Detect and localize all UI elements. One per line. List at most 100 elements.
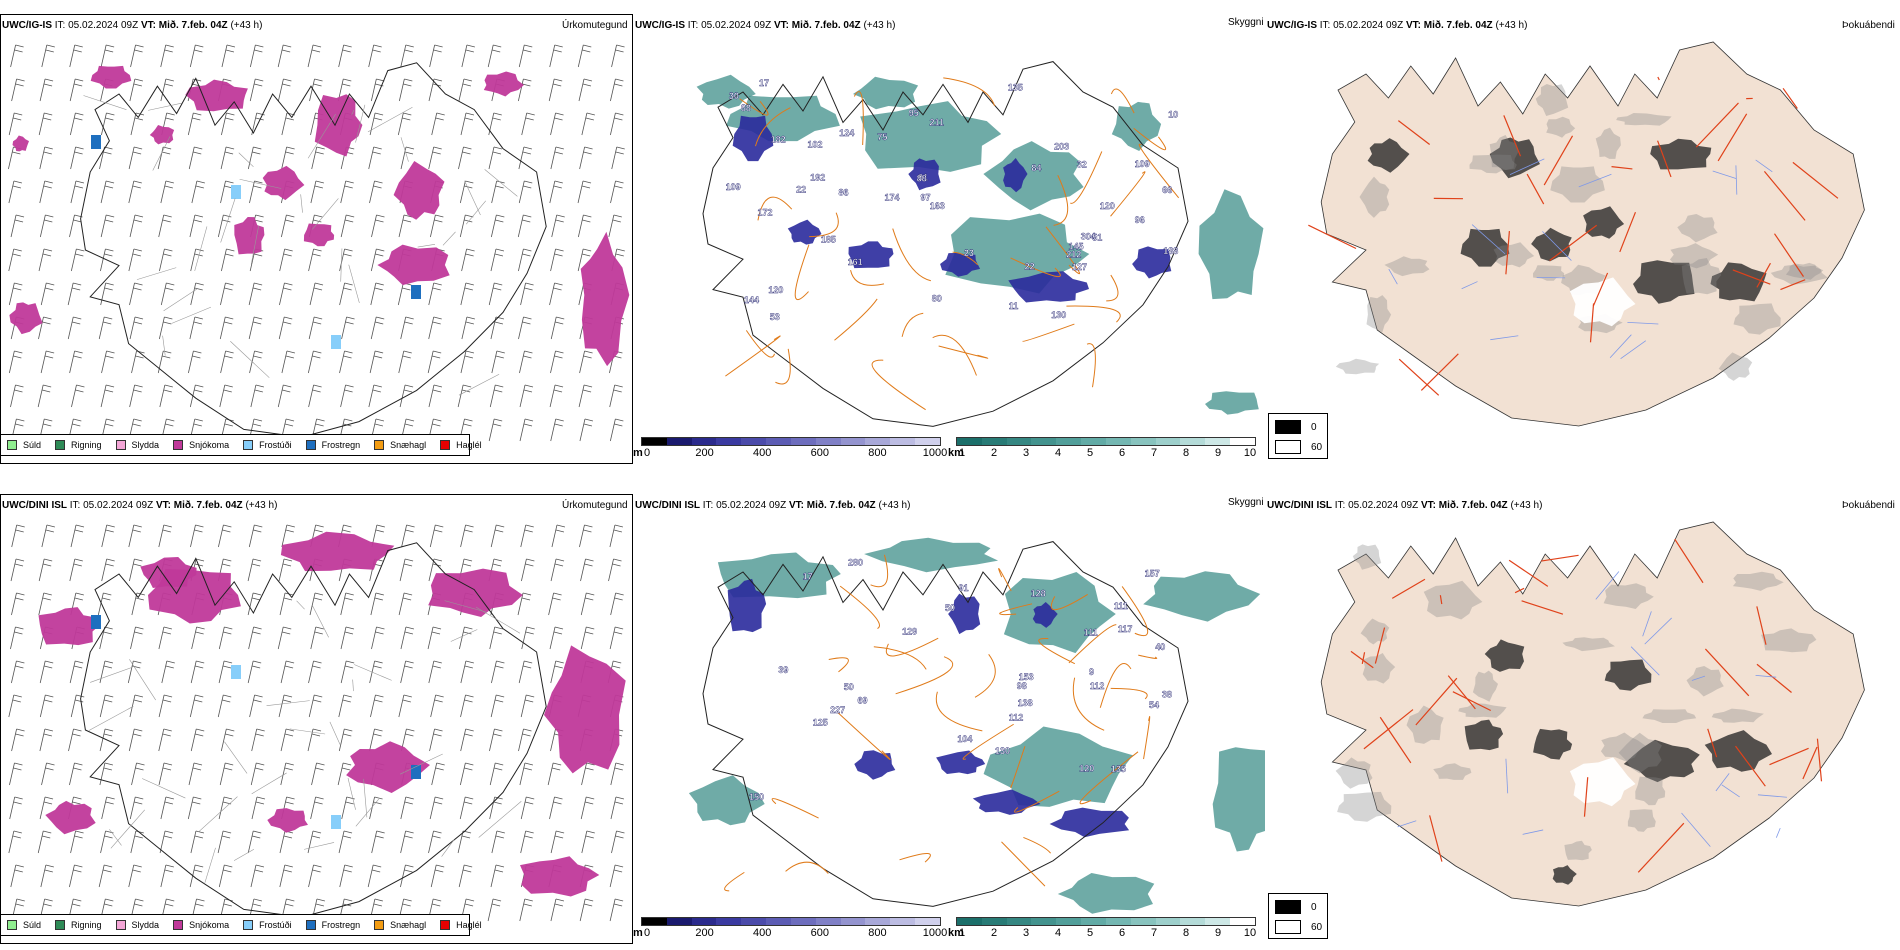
wind-barb bbox=[131, 350, 145, 374]
road bbox=[899, 853, 931, 863]
legend-item: Snjókoma bbox=[173, 920, 229, 930]
wind-barb bbox=[99, 660, 114, 684]
wind-barb bbox=[128, 180, 142, 204]
wind-barb bbox=[11, 524, 25, 548]
road-line bbox=[484, 169, 518, 197]
colorbar-cell bbox=[790, 918, 816, 925]
road bbox=[1010, 257, 1061, 278]
wind-barb bbox=[40, 282, 55, 306]
wind-barb bbox=[68, 728, 82, 752]
wind-barb bbox=[371, 626, 385, 650]
wind-barb bbox=[129, 316, 144, 340]
snow-area bbox=[38, 607, 100, 646]
wind-barb bbox=[279, 864, 293, 888]
road-line bbox=[250, 225, 259, 265]
fog-shading bbox=[1335, 544, 1817, 885]
precip-title-2: Úrkomutegund bbox=[562, 500, 628, 511]
wind-barb bbox=[100, 830, 114, 854]
cloudbase-label: 23 bbox=[964, 248, 974, 258]
road bbox=[1069, 151, 1103, 204]
wind-barb bbox=[189, 384, 204, 408]
wind-barb bbox=[580, 558, 594, 582]
cloudbase-label: 120 bbox=[768, 285, 783, 295]
wind-barb bbox=[609, 384, 623, 408]
colorbar-tick: 5 bbox=[1086, 447, 1094, 459]
wind-barb bbox=[248, 626, 262, 650]
road bbox=[1619, 211, 1637, 253]
wind-barb bbox=[518, 44, 533, 68]
wind-barb bbox=[190, 248, 204, 272]
road bbox=[901, 312, 924, 337]
wind-barb bbox=[189, 694, 204, 718]
cloudbase-label: 91 bbox=[959, 583, 969, 593]
visibility-area bbox=[1111, 101, 1162, 151]
cloudbase-area bbox=[908, 158, 941, 191]
road-line bbox=[233, 848, 255, 861]
road bbox=[873, 646, 927, 670]
colorbar-tick: 800 bbox=[868, 447, 887, 459]
wind-barb bbox=[220, 146, 235, 170]
wind-barb bbox=[8, 180, 23, 204]
wind-barb bbox=[158, 626, 173, 650]
cloudbase-label: 130 bbox=[1051, 310, 1066, 320]
colorbar-cells bbox=[641, 437, 941, 446]
road-lines bbox=[88, 600, 522, 883]
wind-barb bbox=[549, 626, 564, 650]
wind-barb bbox=[611, 146, 625, 170]
fog-grey-area bbox=[1458, 703, 1507, 718]
wind-barb bbox=[280, 728, 295, 752]
wind-barb bbox=[369, 112, 384, 136]
fog-land bbox=[1320, 521, 1865, 907]
road bbox=[1657, 140, 1672, 178]
wind-barb bbox=[128, 146, 143, 170]
fog-grey-area bbox=[1352, 544, 1382, 570]
wind-barb bbox=[548, 78, 563, 102]
wind-barb bbox=[189, 214, 204, 238]
wind-barb bbox=[581, 112, 595, 136]
fog-dark-area bbox=[1367, 138, 1410, 173]
wind-barb bbox=[160, 180, 174, 204]
fog-dark-area bbox=[1489, 137, 1540, 179]
colorbar-tick: 5 bbox=[1086, 927, 1094, 939]
wind-barb bbox=[610, 762, 624, 786]
wind-barb bbox=[188, 146, 203, 170]
river bbox=[1490, 335, 1519, 341]
legend-swatch bbox=[243, 920, 254, 930]
river bbox=[1715, 773, 1730, 792]
colorbar-tick: 3 bbox=[1022, 447, 1030, 459]
colorbar-cell bbox=[840, 438, 866, 445]
wind-barb bbox=[370, 78, 385, 102]
cloud-title-1: Skyggni bbox=[1228, 17, 1264, 28]
wind-barb bbox=[339, 248, 353, 272]
colorbar-tick: 800 bbox=[868, 927, 887, 939]
cloudbase-label: 203 bbox=[1054, 141, 1069, 151]
wind-barb bbox=[461, 44, 475, 68]
wind-barb bbox=[159, 248, 173, 272]
cloudbase-label: 95 bbox=[909, 108, 919, 118]
road bbox=[998, 568, 1012, 592]
colorbar-tick: 200 bbox=[695, 447, 714, 459]
road bbox=[834, 298, 878, 341]
road bbox=[1053, 175, 1069, 226]
wind-barb bbox=[611, 830, 625, 854]
wind-barb bbox=[519, 350, 533, 374]
cloudbase-label: 172 bbox=[758, 207, 773, 217]
road bbox=[1541, 554, 1579, 562]
wind-barb bbox=[130, 830, 144, 854]
road-network bbox=[724, 554, 1158, 892]
fog-grey-area bbox=[1642, 709, 1697, 723]
legend-label: Snæhagl bbox=[390, 440, 427, 450]
legend-label: Slydda bbox=[131, 920, 160, 930]
wind-barb bbox=[69, 864, 83, 888]
cloudbase-area bbox=[787, 219, 822, 245]
legend-item: Slydda bbox=[115, 440, 159, 450]
road bbox=[1110, 171, 1146, 217]
wind-barb bbox=[39, 796, 54, 820]
wind-barb bbox=[428, 830, 442, 854]
wind-barb bbox=[310, 180, 325, 204]
fog-grey-area bbox=[1335, 358, 1380, 375]
wind-barb bbox=[277, 626, 292, 650]
frost-patch bbox=[411, 285, 421, 299]
wind-barb bbox=[130, 44, 144, 68]
road-line bbox=[230, 341, 270, 378]
